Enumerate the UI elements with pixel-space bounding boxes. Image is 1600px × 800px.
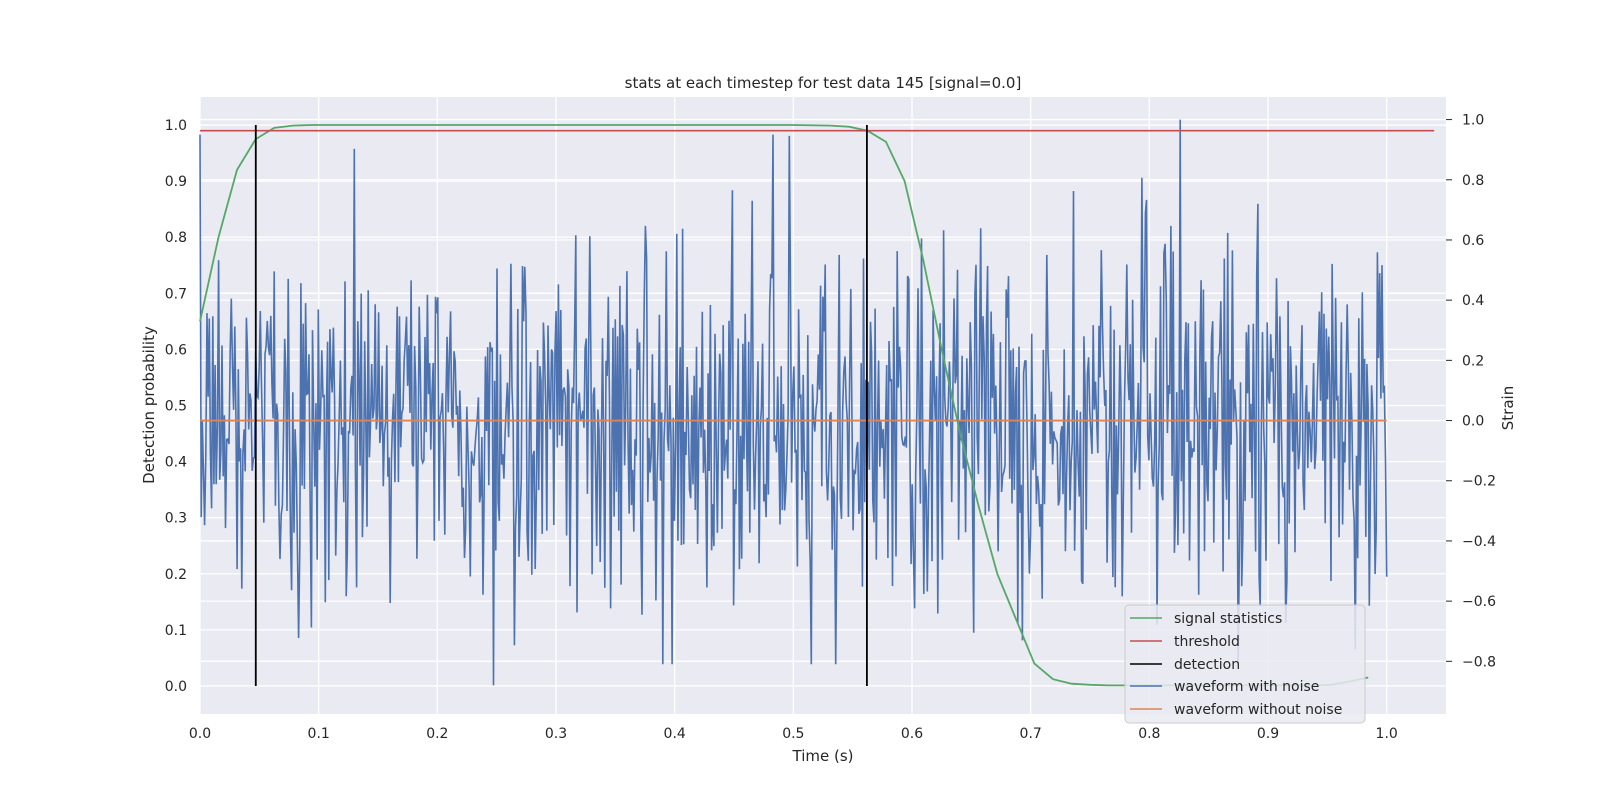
y-right-tick-label: 0.6: [1462, 233, 1484, 249]
y-left-tick-label: 0.6: [165, 342, 187, 358]
series-waveform-with-noise: [199, 119, 1388, 686]
x-tick-label: 0.0: [189, 726, 211, 742]
x-tick-label: 0.1: [308, 726, 330, 742]
y-left-tick-label: 0.4: [165, 455, 187, 471]
x-tick-label: 0.2: [426, 726, 448, 742]
y-left-axis-label: Detection probability: [140, 326, 158, 484]
x-axis-label: Time (s): [792, 747, 854, 765]
x-tick-label: 0.6: [901, 726, 923, 742]
x-tick-label: 0.4: [664, 726, 686, 742]
y-right-tick-label: −0.4: [1462, 534, 1496, 550]
y-right-axis-label: Strain: [1499, 386, 1517, 430]
y-right-tick-label: 1.0: [1462, 113, 1484, 129]
y-right-tick-label: −0.2: [1462, 474, 1496, 490]
y-left-tick-label: 0.2: [165, 567, 187, 583]
y-right-tick-label: 0.0: [1462, 414, 1484, 430]
legend-label-threshold: threshold: [1174, 634, 1240, 650]
legend-box: [1124, 604, 1366, 724]
x-tick-label: 0.9: [1257, 726, 1279, 742]
legend-label-signal-statistics: signal statistics: [1174, 611, 1282, 627]
x-axis-ticks: 0.0 0.1 0.2 0.3 0.4 0.5 0.6 0.7 0.8 0.9 1.0: [189, 726, 1398, 742]
y-left-tick-label: 0.7: [165, 286, 187, 302]
chart-title: stats at each timestep for test data 145…: [625, 74, 1022, 92]
y-left-tick-label: 1.0: [165, 118, 187, 134]
y-left-tick-label: 0.1: [165, 623, 187, 639]
legend-label-waveform-with-noise: waveform with noise: [1174, 679, 1319, 695]
y-right-tick-label: 0.8: [1462, 173, 1484, 189]
legend-label-detection: detection: [1174, 657, 1240, 673]
legend-label-waveform-without-noise: waveform without noise: [1174, 702, 1342, 718]
y-right-tick-label: −0.8: [1462, 654, 1496, 670]
y-left-tick-label: 0.5: [165, 399, 187, 415]
y-right-tick-label: 0.4: [1462, 293, 1484, 309]
y-left-axis-ticks: 0.0 0.1 0.2 0.3 0.4 0.5 0.6 0.7 0.8 0.9 1.0: [165, 118, 187, 695]
x-tick-label: 0.5: [782, 726, 804, 742]
y-left-tick-label: 0.0: [165, 679, 187, 695]
x-tick-label: 1.0: [1376, 726, 1398, 742]
y-left-tick-label: 0.8: [165, 230, 187, 246]
x-tick-label: 0.3: [545, 726, 567, 742]
legend: signal statistics threshold detection wa…: [1124, 604, 1366, 724]
x-tick-label: 0.7: [1020, 726, 1042, 742]
y-left-tick-label: 0.3: [165, 511, 187, 527]
y-right-tick-label: −0.6: [1462, 594, 1496, 610]
y-right-axis-ticks: −0.8 −0.6 −0.4 −0.2 0.0 0.2 0.4 0.6 0.8 1.0: [1446, 113, 1496, 670]
y-right-tick-label: 0.2: [1462, 353, 1484, 369]
y-left-tick-label: 0.9: [165, 174, 187, 190]
x-tick-label: 0.8: [1138, 726, 1160, 742]
